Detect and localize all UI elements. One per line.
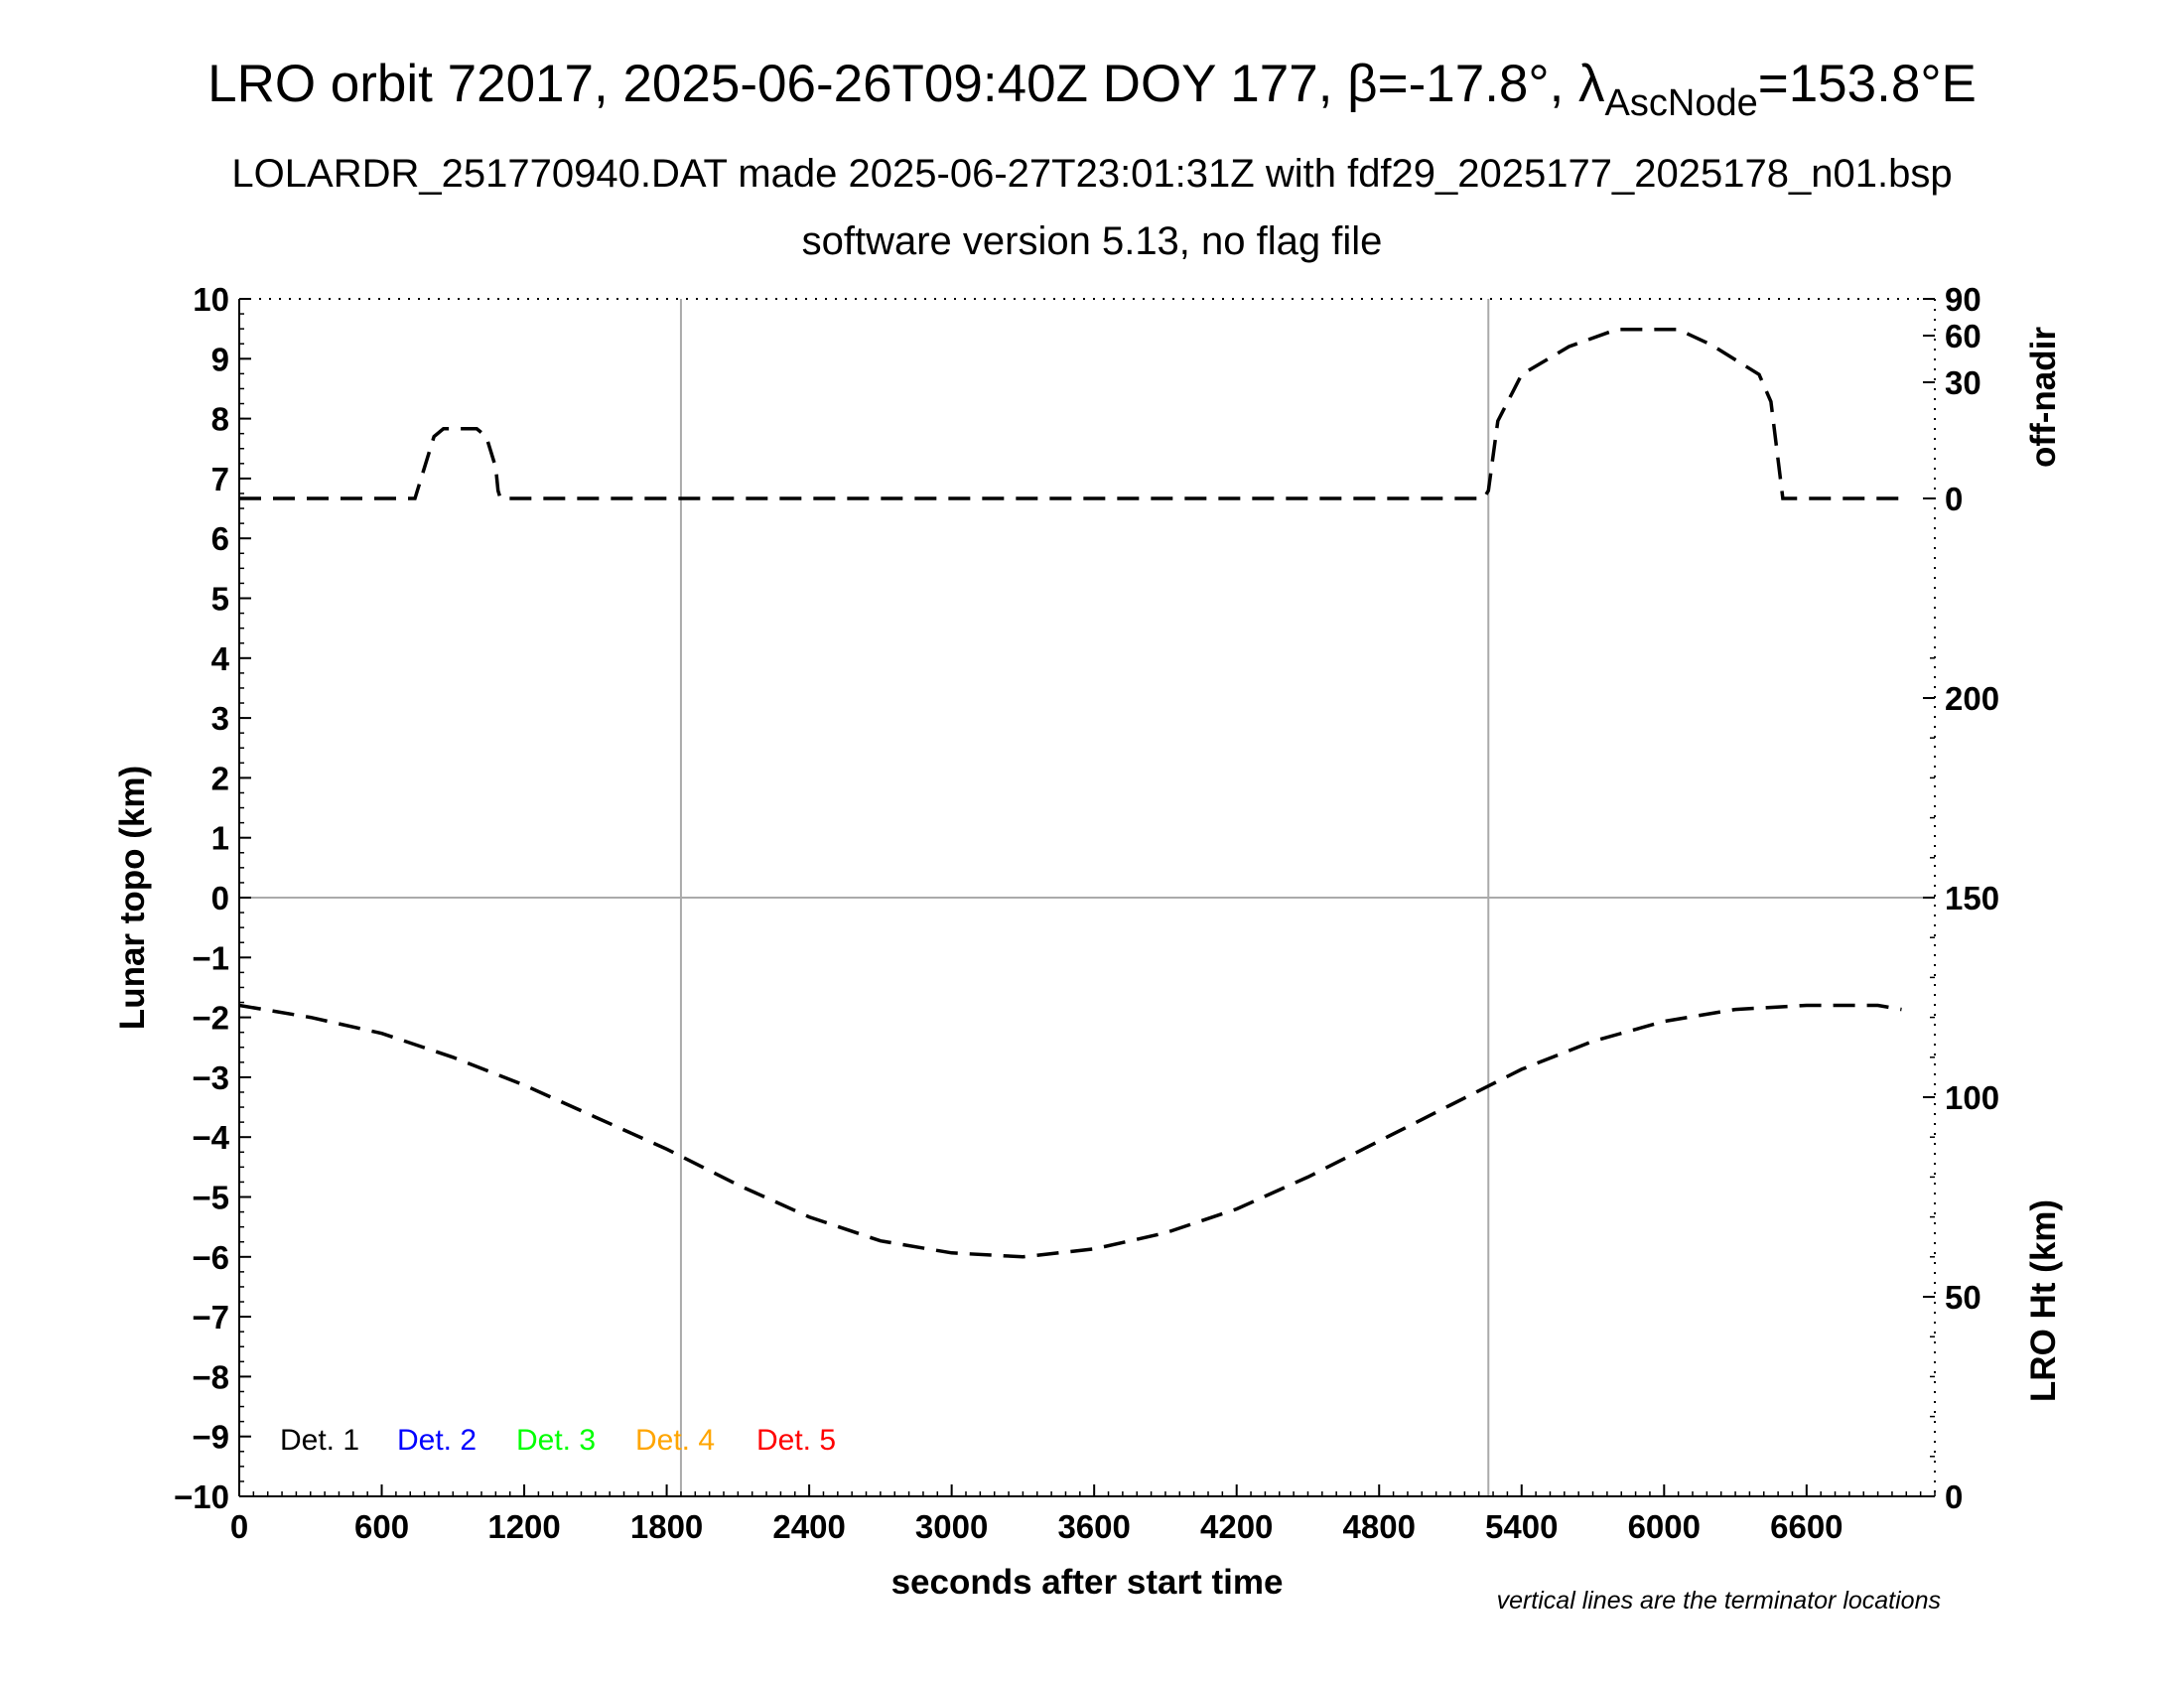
off-nadir-tick-label: 0 xyxy=(1945,481,1963,517)
legend-item: Det. 4 xyxy=(635,1424,715,1457)
y-tick-label: −8 xyxy=(192,1358,229,1395)
y-tick-label: 9 xyxy=(211,341,229,377)
y-tick-label: −6 xyxy=(192,1239,229,1276)
x-tick-label: 3600 xyxy=(1057,1508,1130,1545)
x-tick-label: 0 xyxy=(230,1508,248,1545)
x-tick-label: 1800 xyxy=(630,1508,703,1545)
x-tick-label: 3000 xyxy=(915,1508,988,1545)
off-nadir-tick-label: 30 xyxy=(1945,364,1981,401)
x-tick-label: 4200 xyxy=(1200,1508,1273,1545)
off-nadir-tick-label: 60 xyxy=(1945,318,1981,354)
y-axis-label: Lunar topo (km) xyxy=(113,766,152,1030)
lro-ht-tick-label: 150 xyxy=(1945,880,1999,916)
y-tick-label: −3 xyxy=(192,1059,229,1096)
y-tick-label: 8 xyxy=(211,401,229,438)
y-tick-label: −1 xyxy=(192,939,229,976)
legend-item: Det. 5 xyxy=(756,1424,836,1457)
y-tick-label: 2 xyxy=(211,760,229,796)
x-tick-label: 6000 xyxy=(1628,1508,1701,1545)
lro-ht-axis-label: LRO Ht (km) xyxy=(2024,1199,2063,1402)
chart-subtitle: LOLARDR_251770940.DAT made 2025-06-27T23… xyxy=(231,152,1952,196)
y-tick-label: −4 xyxy=(192,1119,229,1156)
x-tick-label: 6600 xyxy=(1770,1508,1843,1545)
y-tick-label: 3 xyxy=(211,700,229,737)
y-tick-label: −2 xyxy=(192,1000,229,1037)
x-tick-label: 4800 xyxy=(1343,1508,1416,1545)
y-tick-label: 0 xyxy=(211,880,229,916)
terminator-note: vertical lines are the terminator locati… xyxy=(1497,1587,1941,1615)
software-version-text: software version 5.13, no flag file xyxy=(802,219,1383,263)
y-tick-label: −5 xyxy=(192,1180,229,1216)
x-tick-label: 1200 xyxy=(487,1508,560,1545)
y-tick-label: 1 xyxy=(211,820,229,857)
y-tick-label: 6 xyxy=(211,520,229,557)
legend-item: Det. 2 xyxy=(397,1424,477,1457)
y-tick-label: −9 xyxy=(192,1419,229,1456)
off-nadir-series-line xyxy=(239,328,1902,500)
chart-title: LRO orbit 72017, 2025-06-26T09:40Z DOY 1… xyxy=(207,55,1977,124)
y-tick-label: 7 xyxy=(211,461,229,497)
y-tick-label: −10 xyxy=(174,1478,229,1515)
off-nadir-tick-label: 90 xyxy=(1945,281,1981,318)
lro-ht-series-line xyxy=(238,1003,1902,1259)
lro-ht-tick-label: 0 xyxy=(1945,1478,1963,1515)
y-tick-label: −7 xyxy=(192,1299,229,1336)
off-nadir-axis-label: off-nadir xyxy=(2024,327,2063,468)
x-tick-label: 5400 xyxy=(1485,1508,1558,1545)
y-tick-label: 10 xyxy=(193,281,229,318)
plot-area: 0 600 1200 1800 2400 3000 3600 4200 4800 5400 6000… xyxy=(113,281,2063,1602)
legend-item: Det. 3 xyxy=(516,1424,596,1457)
y-tick-label: 5 xyxy=(211,581,229,618)
lro-ht-tick-label: 200 xyxy=(1945,680,1999,717)
x-tick-label: 600 xyxy=(354,1508,409,1545)
legend-item: Det. 1 xyxy=(280,1424,359,1457)
x-axis-label: seconds after start time xyxy=(891,1563,1284,1602)
lro-ht-tick-label: 50 xyxy=(1945,1279,1981,1316)
y-tick-label: 4 xyxy=(211,640,230,677)
x-tick-label: 2400 xyxy=(772,1508,845,1545)
lro-ht-tick-label: 100 xyxy=(1945,1079,1999,1116)
